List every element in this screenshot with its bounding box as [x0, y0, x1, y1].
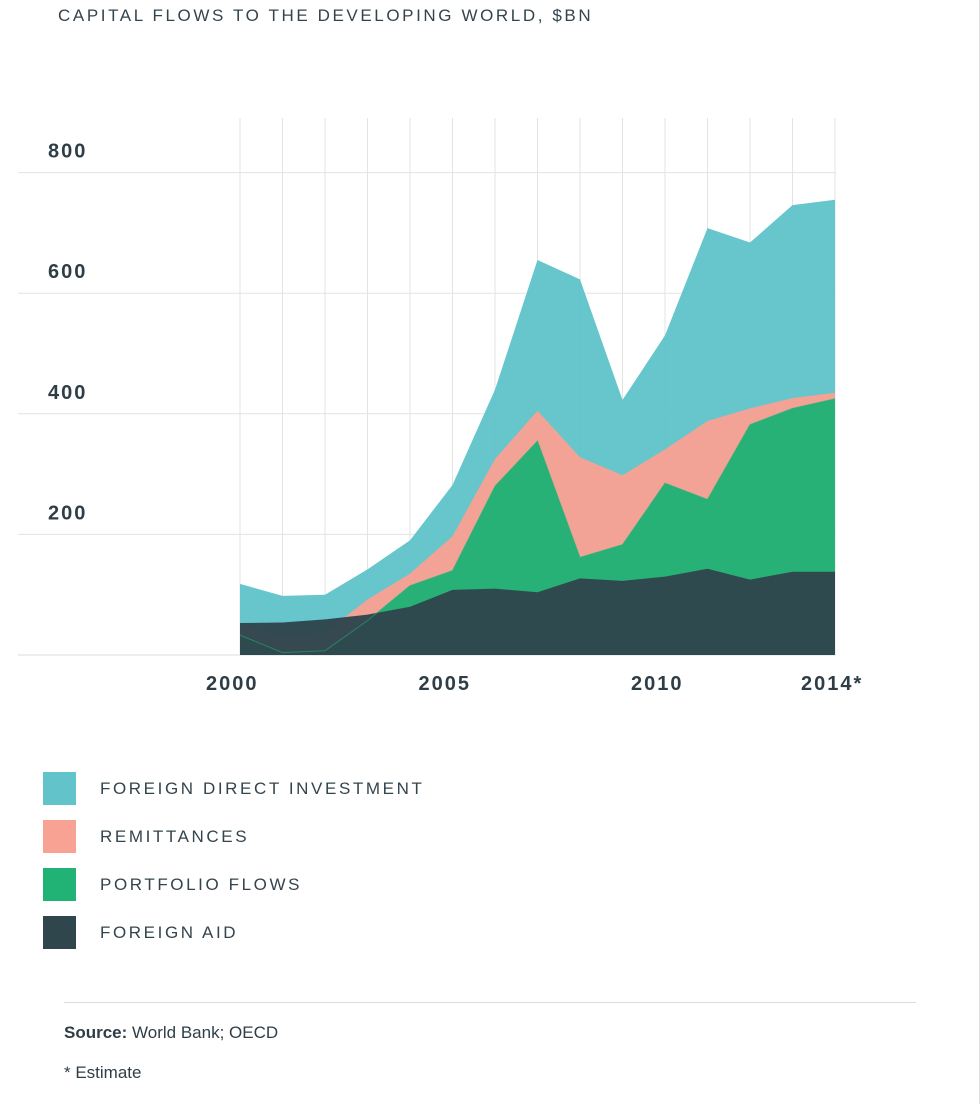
legend-item-remittances: REMITTANCES: [43, 820, 424, 853]
legend-label-aid: FOREIGN AID: [100, 922, 239, 942]
y-tick-label: 800: [48, 141, 87, 163]
legend-label-fdi: FOREIGN DIRECT INVESTMENT: [100, 778, 425, 798]
legend-swatch-remittances: [43, 820, 76, 853]
chart-legend: FOREIGN DIRECT INVESTMENT REMITTANCES PO…: [43, 772, 424, 964]
legend-swatch-aid: [43, 916, 76, 949]
portfolio-flows-line: [239, 398, 836, 654]
legend-label-portfolio: PORTFOLIO FLOWS: [100, 874, 303, 894]
legend-item-portfolio: PORTFOLIO FLOWS: [43, 868, 424, 901]
legend-swatch-portfolio: [43, 868, 76, 901]
y-tick-label: 200: [48, 502, 87, 524]
legend-label-remittances: REMITTANCES: [100, 826, 250, 846]
y-tick-label: 400: [48, 382, 87, 404]
x-tick-label: 2005: [419, 673, 472, 695]
areas: [240, 199, 835, 656]
area-foreign-aid: [240, 568, 835, 655]
footer-divider: [64, 1002, 916, 1003]
chart-title: CAPITAL FLOWS TO THE DEVELOPING WORLD, $…: [58, 6, 594, 25]
x-tick-label: 2014*: [801, 673, 863, 695]
y-tick-label: 600: [48, 261, 87, 283]
estimate-note: * Estimate: [64, 1063, 142, 1082]
source-text: World Bank; OECD: [132, 1023, 279, 1042]
stacked-area-chart: 200 400 600 800 2000 2005 2010 2014*: [18, 118, 863, 695]
source-line: Source: World Bank; OECD: [64, 1023, 278, 1043]
legend-item-aid: FOREIGN AID: [43, 916, 424, 949]
x-tick-label: 2000: [206, 673, 259, 695]
source-label: Source:: [64, 1023, 128, 1042]
legend-item-fdi: FOREIGN DIRECT INVESTMENT: [43, 772, 424, 805]
x-tick-label: 2010: [631, 673, 684, 695]
legend-swatch-fdi: [43, 772, 76, 805]
